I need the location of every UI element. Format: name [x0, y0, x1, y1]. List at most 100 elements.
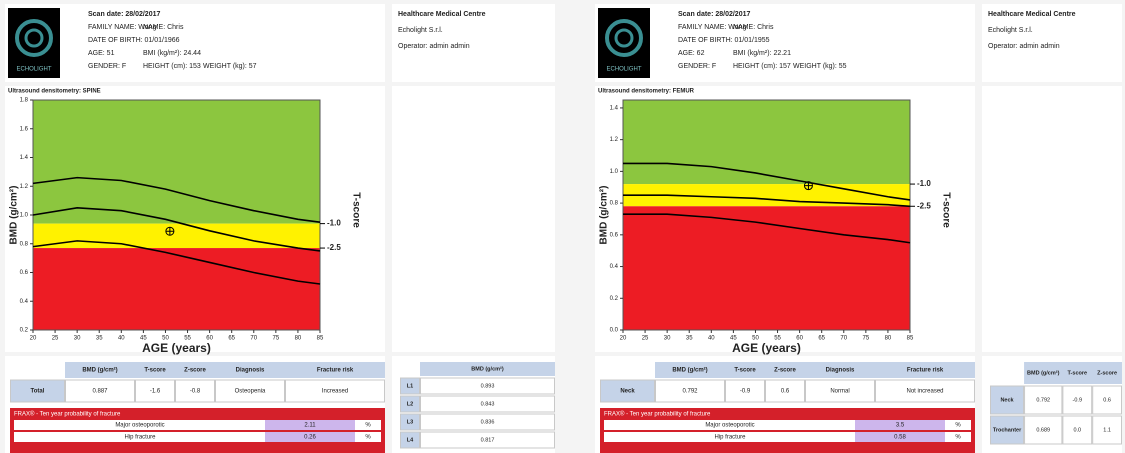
y-axis-label: BMD (g/cm²): [9, 186, 20, 245]
table-cell: [1024, 415, 1063, 445]
frax-label: Major osteoporotic: [115, 423, 164, 429]
table-cell-text: L1: [407, 383, 413, 389]
table-cell: [1092, 415, 1123, 445]
frax-panel: [600, 408, 975, 453]
patient-info: FAMILY NAME: Wong: [678, 24, 747, 31]
patient-info: DATE OF BIRTH: 01/01/1966: [88, 37, 180, 44]
frax-row: [604, 432, 971, 442]
x-tick-label: 75: [863, 336, 870, 342]
table-cell: [65, 379, 135, 403]
risk-zone: [33, 248, 320, 330]
y2-axis-label: T-score: [350, 192, 361, 228]
frax-unit: %: [955, 435, 961, 441]
table-cell-text: 0.792: [682, 389, 698, 395]
table-cell-text: 0.6: [781, 389, 790, 395]
reference-curve: [623, 194, 911, 208]
x-tick-label: 40: [708, 336, 715, 342]
frax-value: 2.11: [304, 423, 316, 429]
x-tick-label: 60: [796, 336, 803, 342]
table-header-cell: Fracture risk: [317, 368, 354, 374]
table-cell: [725, 379, 765, 403]
patient-info: DATE OF BIRTH: 01/01/1955: [678, 37, 770, 44]
table-row-label: [990, 385, 1025, 415]
logo-ring: [15, 19, 53, 57]
table-header-cell: BMD (g/cm²): [672, 367, 707, 374]
table-header: [65, 362, 385, 378]
x-tick-label: 25: [642, 336, 649, 342]
x-tick-label: 65: [228, 336, 235, 342]
header-panel: [595, 4, 975, 82]
t-score-label: -2.5: [917, 201, 931, 210]
table-cell: [420, 377, 555, 395]
frax-row: [14, 432, 381, 442]
table-cell-text: 0.0: [1073, 427, 1081, 433]
patient-info: BMI (kg/m²): 24.44: [143, 50, 201, 57]
table-header-cell: BMD (g/cm²): [1027, 369, 1060, 376]
frax-value-cell: [855, 432, 945, 442]
table-cell-text: -0.9: [1073, 397, 1082, 403]
frax-title: FRAX® - Ten year probability of fracture: [604, 411, 711, 418]
y-tick-label: 0.6: [20, 270, 29, 276]
table-header: [420, 362, 555, 376]
table-row-label: [400, 377, 420, 395]
y-tick-label: 0.2: [20, 328, 29, 334]
image-panel: [982, 86, 1122, 352]
table-header-cell: Z-score: [774, 368, 796, 374]
table-row-label: [400, 395, 420, 413]
reference-curve: [623, 162, 911, 201]
clinic-line: Operator: admin admin: [988, 43, 1060, 50]
image-panel: [392, 86, 555, 352]
patient-info: HEIGHT (cm): 153: [143, 63, 201, 70]
risk-zone: [623, 184, 910, 207]
table-cell-text: Normal: [830, 389, 849, 395]
y-tick-label: 0.0: [610, 328, 619, 334]
frax-panel: [10, 408, 385, 453]
table-row-label: [10, 379, 65, 403]
reference-curve: [32, 240, 321, 285]
table-header: [1024, 362, 1122, 384]
x-tick-label: 65: [818, 336, 825, 342]
x-tick-label: 25: [52, 336, 59, 342]
y-tick-label: 1.6: [20, 126, 29, 132]
table-header-cell: Diagnosis: [826, 368, 855, 374]
x-tick-label: 70: [250, 336, 257, 342]
x-axis-label: AGE (years): [142, 341, 211, 355]
table-cell: [1062, 385, 1093, 415]
table-header: [655, 362, 975, 378]
x-tick-label: 20: [620, 336, 627, 342]
y-tick-label: 1.0: [610, 169, 619, 175]
patient-info: GENDER: F: [88, 63, 126, 70]
table-cell: [420, 395, 555, 413]
y-tick-label: 0.4: [610, 264, 619, 270]
table-row-label: [600, 379, 655, 403]
x-tick-label: 80: [295, 336, 302, 342]
x-tick-label: 50: [752, 336, 759, 342]
table-cell-text: Neck: [1000, 397, 1014, 403]
y-tick-label: 1.2: [610, 137, 619, 143]
x-tick-label: 35: [96, 336, 103, 342]
risk-zone: [623, 206, 910, 330]
frax-row: [14, 420, 381, 430]
table-cell-text: Trochanter: [993, 427, 1022, 433]
y-tick-label: 0.8: [610, 201, 619, 207]
table-cell-text: -1.6: [150, 389, 161, 395]
patient-info: FAMILY NAME: Wong: [88, 24, 157, 31]
frax-label: Hip fracture: [714, 435, 746, 441]
patient-info: WEIGHT (kg): 55: [793, 63, 847, 70]
clinic-line: Echolight S.r.l.: [398, 27, 443, 34]
t-score-label: -1.0: [917, 179, 931, 188]
table-cell: [655, 379, 725, 403]
table-header-cell: Diagnosis: [236, 368, 265, 374]
table-cell: [805, 379, 875, 403]
frax-value-cell: [265, 432, 355, 442]
table-cell-text: Increased: [322, 389, 348, 395]
patient-info: Scan date: 28/02/2017: [88, 11, 160, 18]
table-cell: [215, 379, 285, 403]
table-cell-text: -0.8: [190, 389, 201, 395]
y2-axis-label: T-score: [940, 192, 951, 228]
table-header-cell: Fracture risk: [907, 368, 944, 374]
table-cell-text: 0.792: [1036, 397, 1050, 403]
x-tick-label: 80: [885, 336, 892, 342]
table-cell: [420, 431, 555, 449]
y-tick-label: 0.2: [610, 296, 619, 302]
